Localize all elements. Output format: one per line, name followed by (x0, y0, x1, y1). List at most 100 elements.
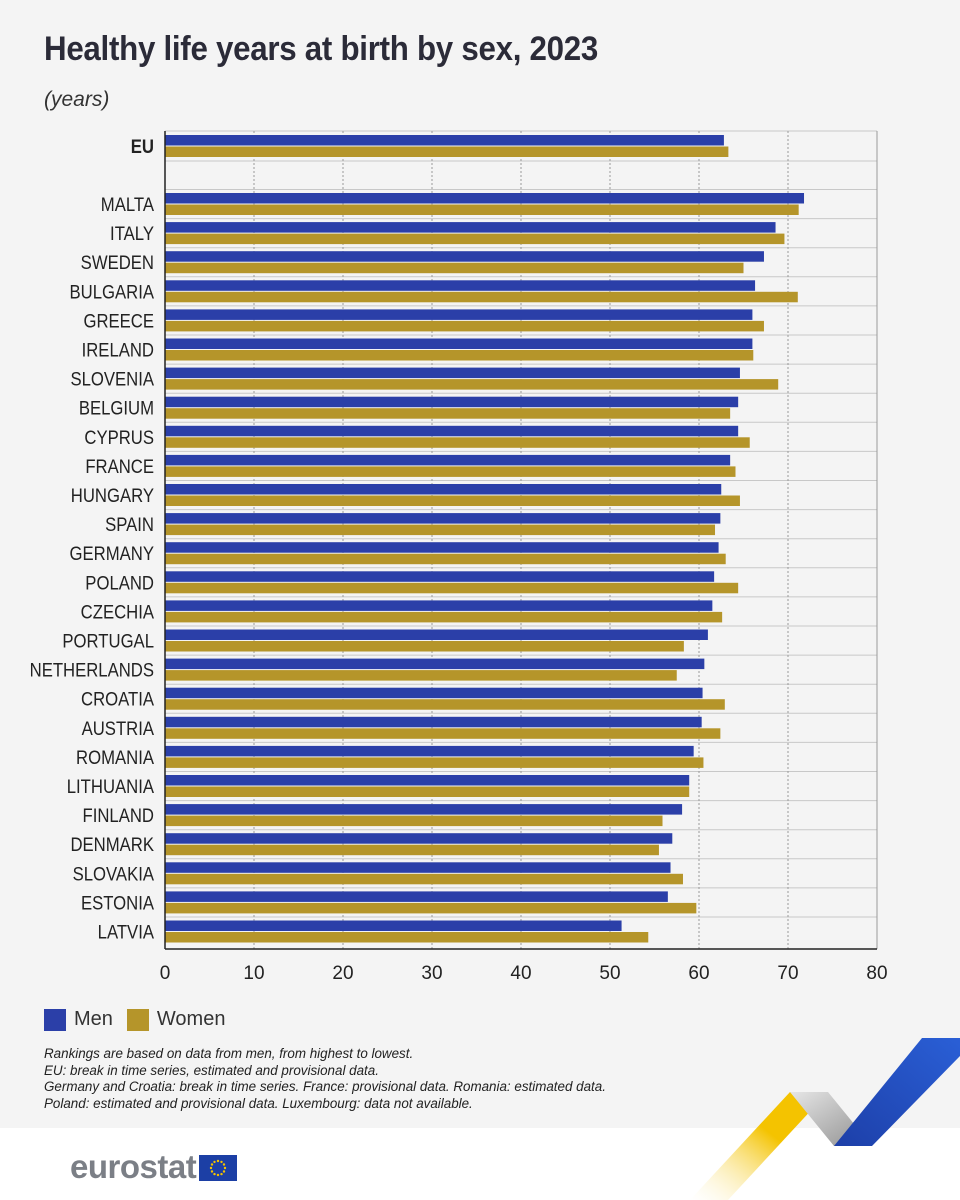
legend-swatch-women (126, 1008, 149, 1031)
category-label: GREECE (83, 310, 154, 331)
bar-men (165, 891, 668, 902)
bar-men (165, 396, 739, 408)
legend: Men Women (44, 1008, 239, 1031)
bar-women (165, 902, 697, 914)
bar-men (165, 367, 740, 379)
bar-women (165, 815, 663, 827)
bar-women (165, 699, 725, 710)
x-tick-label: 20 (332, 963, 353, 984)
category-label: CROATIA (81, 689, 154, 710)
bar-women (165, 728, 721, 739)
bar-women (165, 553, 726, 565)
bar-women (165, 408, 731, 419)
bar-women (165, 379, 779, 390)
bar-women (165, 495, 740, 506)
chart-title: Healthy life years at birth by sex, 2023 (44, 30, 599, 68)
category-label: NETHERLANDS (30, 660, 154, 681)
x-tick-label: 30 (421, 963, 442, 984)
footnote: Germany and Croatia: break in time serie… (44, 1079, 606, 1094)
bar-women (165, 757, 704, 768)
legend-swatch-men (44, 1008, 66, 1031)
bar-women (165, 233, 785, 245)
bar-women (165, 350, 754, 361)
bar-chart: EU MALTA ITALY SWEDEN BULGARIA GREECE IRELAND S… (30, 130, 888, 984)
bar-men (165, 775, 690, 786)
category-label: ROMANIA (76, 747, 154, 768)
category-label: CZECHIA (81, 601, 154, 622)
bar-women (165, 320, 764, 332)
x-tick-label: 60 (688, 963, 709, 984)
category-label: SLOVENIA (70, 369, 154, 390)
bar-women (165, 786, 690, 797)
bar-women (165, 844, 659, 856)
bar-men (165, 135, 724, 146)
bar-men (165, 687, 703, 699)
bar-men (165, 193, 805, 204)
legend-label-women: Women (156, 1008, 226, 1030)
category-label: BULGARIA (70, 281, 155, 302)
eu-flag-icon (199, 1155, 238, 1181)
bar-men (165, 338, 753, 349)
bar-women (165, 582, 739, 594)
yellow-ribbon (690, 1092, 828, 1200)
category-label: LITHUANIA (67, 776, 154, 797)
footnotes: Rankings are based on data from men, fro… (44, 1046, 744, 1112)
category-label: SPAIN (105, 514, 154, 535)
category-label: AUSTRIA (82, 718, 154, 739)
category-label: LATVIA (98, 922, 154, 943)
x-tick-label: 70 (777, 963, 798, 984)
bar-men (165, 454, 731, 466)
bar-men (165, 251, 764, 262)
legend-item-women: Women (126, 1008, 226, 1031)
bar-men (165, 425, 739, 437)
bar-men (165, 222, 776, 233)
x-tick-label: 0 (160, 963, 171, 984)
bar-men (165, 309, 753, 320)
category-label: POLAND (85, 572, 154, 593)
category-label: DENMARK (70, 834, 154, 855)
bar-men (165, 716, 702, 728)
category-label: FRANCE (85, 456, 154, 477)
x-tick-label: 10 (243, 963, 264, 984)
bar-women (165, 437, 750, 448)
category-label: FINLAND (83, 805, 155, 826)
legend-item-men: Men (44, 1008, 113, 1031)
bar-women (165, 932, 649, 943)
bar-women (165, 291, 798, 303)
bar-men (165, 862, 671, 873)
footnote: Rankings are based on data from men, fro… (44, 1046, 414, 1061)
bar-men (165, 745, 694, 757)
category-label: BELGIUM (79, 398, 154, 419)
eurostat-logo: eurostat (70, 1148, 238, 1186)
category-label: SWEDEN (81, 252, 154, 273)
category-label: IRELAND (82, 340, 154, 361)
bar-men (165, 571, 715, 582)
bar-women (165, 873, 683, 885)
category-label: EU (131, 136, 154, 157)
footnote: Poland: estimated and provisional data. … (44, 1095, 473, 1111)
x-tick-label: 50 (599, 963, 620, 984)
category-label: ITALY (110, 223, 154, 244)
chart-unit-label: (years) (44, 88, 110, 111)
footer-band (0, 1128, 960, 1200)
category-label: GERMANY (70, 543, 155, 564)
category-label: ESTONIA (81, 892, 154, 913)
category-label: MALTA (101, 194, 154, 215)
bar-men (165, 920, 622, 931)
bar-women (165, 641, 684, 652)
bar-women (165, 204, 799, 215)
bar-women (165, 146, 729, 157)
x-tick-label: 80 (866, 963, 887, 984)
bar-men (165, 833, 673, 844)
category-label: SLOVAKIA (73, 863, 154, 884)
bar-men (165, 542, 719, 553)
logo-text: eurostat (70, 1148, 197, 1185)
footnote: EU: break in time series, estimated and … (44, 1062, 379, 1078)
x-tick-label: 40 (510, 963, 531, 984)
bar-men (165, 804, 683, 815)
bar-women (165, 466, 736, 477)
bar-men (165, 600, 713, 611)
bar-men (165, 513, 721, 524)
bar-women (165, 524, 716, 536)
